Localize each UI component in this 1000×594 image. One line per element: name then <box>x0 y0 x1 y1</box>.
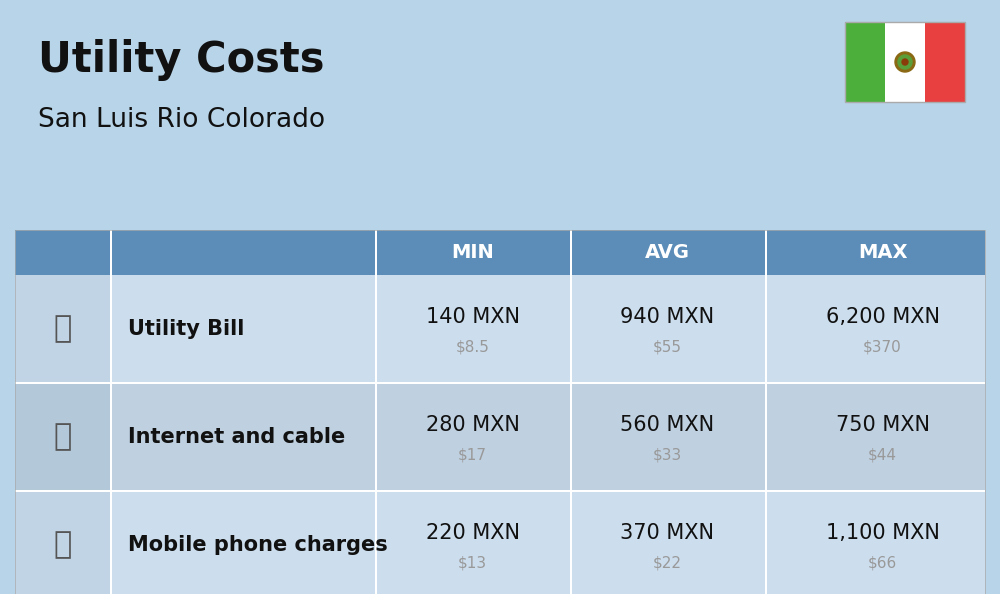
Bar <box>845 22 965 102</box>
Text: 1,100 MXN: 1,100 MXN <box>826 523 939 543</box>
Text: 370 MXN: 370 MXN <box>620 523 714 543</box>
Text: AVG: AVG <box>645 243 690 262</box>
Bar <box>110 491 112 594</box>
Bar <box>375 491 377 594</box>
Text: San Luis Rio Colorado: San Luis Rio Colorado <box>38 107 325 133</box>
Bar <box>570 383 572 491</box>
Bar <box>15 275 985 383</box>
Bar <box>110 230 112 275</box>
Text: 6,200 MXN: 6,200 MXN <box>826 307 940 327</box>
Bar <box>925 22 965 102</box>
Bar <box>885 22 925 102</box>
Text: 📱: 📱 <box>53 530 72 560</box>
Circle shape <box>898 55 912 69</box>
Text: $370: $370 <box>863 340 902 355</box>
Text: MIN: MIN <box>451 243 494 262</box>
Bar <box>15 491 985 594</box>
Bar <box>765 383 767 491</box>
Bar <box>15 383 985 491</box>
Bar <box>375 383 377 491</box>
Text: $13: $13 <box>458 555 487 570</box>
Bar <box>15 491 110 594</box>
Bar <box>15 230 985 275</box>
Bar <box>765 491 767 594</box>
Text: 220 MXN: 220 MXN <box>426 523 520 543</box>
Text: $22: $22 <box>653 555 682 570</box>
Text: $17: $17 <box>458 447 487 463</box>
Bar <box>15 490 985 492</box>
Text: 750 MXN: 750 MXN <box>836 415 930 435</box>
Bar <box>570 275 572 383</box>
Circle shape <box>895 52 915 72</box>
Text: 560 MXN: 560 MXN <box>620 415 715 435</box>
Bar <box>15 230 985 594</box>
Text: $66: $66 <box>868 555 897 570</box>
Bar <box>110 275 112 383</box>
Text: $33: $33 <box>653 447 682 463</box>
Text: Mobile phone charges: Mobile phone charges <box>128 535 388 555</box>
Bar <box>375 275 377 383</box>
Bar <box>570 230 572 275</box>
Text: $44: $44 <box>868 447 897 463</box>
Bar <box>375 230 377 275</box>
Bar <box>765 230 767 275</box>
Bar <box>15 275 110 383</box>
Text: 940 MXN: 940 MXN <box>620 307 715 327</box>
Bar <box>845 22 885 102</box>
Text: 140 MXN: 140 MXN <box>426 307 520 327</box>
Text: $55: $55 <box>653 340 682 355</box>
Bar <box>15 383 110 491</box>
Text: 🔌: 🔌 <box>53 314 72 343</box>
Text: Utility Costs: Utility Costs <box>38 39 324 81</box>
Bar <box>110 383 112 491</box>
Circle shape <box>902 59 908 65</box>
Bar <box>15 382 985 384</box>
Text: Internet and cable: Internet and cable <box>128 427 345 447</box>
Text: Utility Bill: Utility Bill <box>128 319 244 339</box>
Text: 280 MXN: 280 MXN <box>426 415 519 435</box>
Bar <box>765 275 767 383</box>
Text: 📡: 📡 <box>53 422 72 451</box>
Text: MAX: MAX <box>858 243 907 262</box>
Bar <box>570 491 572 594</box>
Text: $8.5: $8.5 <box>456 340 489 355</box>
